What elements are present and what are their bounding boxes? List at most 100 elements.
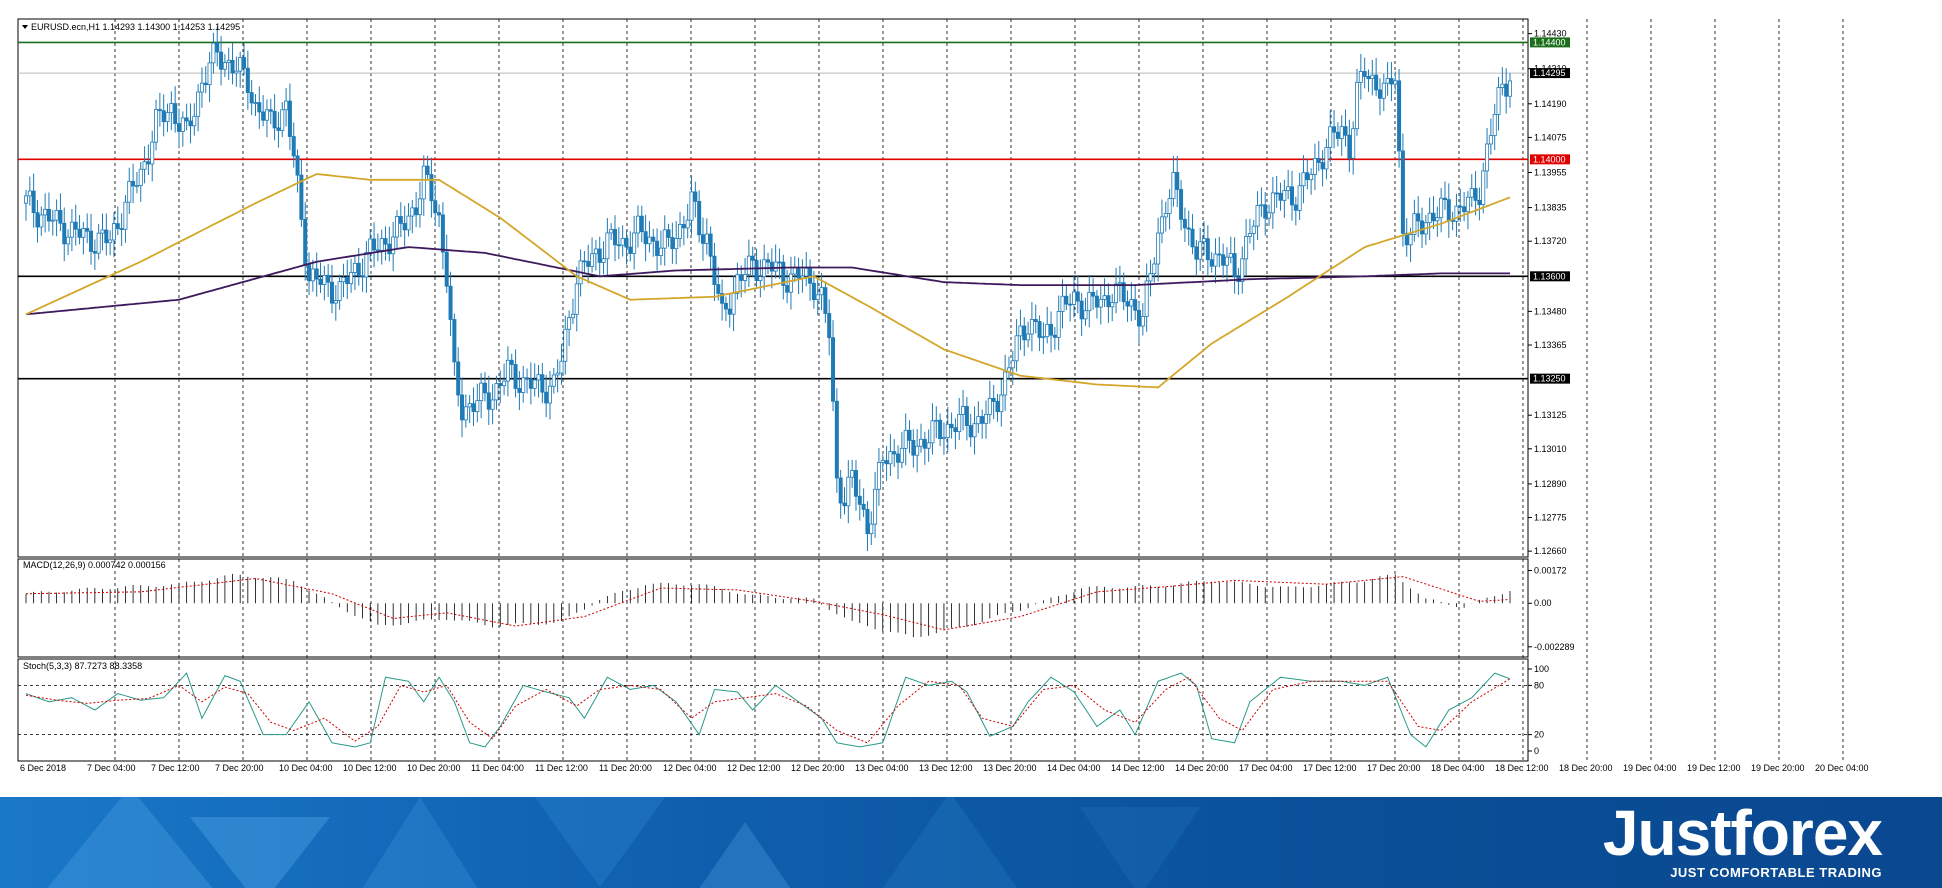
- x-tick-label: 12 Dec 20:00: [791, 763, 845, 773]
- candle-body: [1286, 186, 1291, 191]
- candle-body: [238, 57, 243, 72]
- stoch-panel-header: Stoch(5,3,3) 87.7273 88.3358: [23, 661, 142, 671]
- candle-body: [1316, 157, 1321, 163]
- candle-body: [788, 273, 793, 293]
- candle-body: [1393, 80, 1398, 85]
- candle-body: [372, 238, 377, 251]
- horizontal-levels: [18, 41, 1528, 380]
- candle-body: [1259, 204, 1264, 207]
- candle-body: [173, 103, 178, 124]
- candle-body: [463, 406, 468, 421]
- y-tick-label: 1.13955: [1534, 168, 1567, 178]
- candle-body: [165, 112, 170, 123]
- level-price-label: 1.14400: [1533, 37, 1566, 47]
- candle-body: [219, 51, 224, 70]
- macd-tick-label: 0.00172: [1534, 566, 1567, 576]
- candle-body: [586, 261, 591, 267]
- candle-body: [884, 460, 889, 465]
- candle-body: [999, 394, 1004, 413]
- level-price-label: 1.14295: [1533, 68, 1566, 78]
- symbol-dropdown-icon[interactable]: [22, 25, 28, 29]
- candle-body: [1508, 80, 1513, 97]
- candle-body: [991, 398, 996, 402]
- candle-body: [96, 232, 101, 254]
- candle-body: [735, 274, 740, 294]
- candle-body: [475, 400, 480, 412]
- x-tick-label: 14 Dec 12:00: [1111, 763, 1165, 773]
- candle-body: [329, 281, 334, 304]
- x-tick-label: 14 Dec 04:00: [1047, 763, 1101, 773]
- candle-body: [1458, 205, 1463, 208]
- candle-body: [73, 221, 78, 230]
- candle-body: [108, 239, 113, 244]
- candle-body: [876, 462, 881, 490]
- brand-logo[interactable]: Justforex: [1602, 797, 1883, 869]
- candle-body: [708, 233, 713, 257]
- candle-body: [1152, 263, 1157, 275]
- candle-body: [655, 240, 660, 256]
- level-price-label: 1.13600: [1533, 271, 1566, 281]
- decor-triangle: [40, 797, 220, 888]
- candle-body: [949, 423, 954, 429]
- candle-body: [1098, 298, 1103, 308]
- panel-frame: [17, 18, 1529, 558]
- candle-body: [547, 385, 552, 404]
- candle-body: [643, 231, 648, 245]
- candle-body: [1079, 300, 1084, 320]
- x-tick-label: 7 Dec 04:00: [87, 763, 136, 773]
- candle-body: [567, 317, 572, 330]
- candle-body: [842, 502, 847, 507]
- candle-body: [903, 429, 908, 449]
- candle-body: [544, 391, 549, 404]
- candle-body: [345, 277, 350, 285]
- candle-body: [230, 59, 235, 74]
- candle-body: [131, 180, 136, 187]
- candle-body: [616, 244, 621, 247]
- candle-body: [838, 477, 843, 504]
- candle-body: [92, 251, 97, 254]
- candle-body: [391, 236, 396, 255]
- candle-body: [192, 115, 197, 127]
- candle-body: [1462, 206, 1467, 213]
- x-tick-label: 10 Dec 12:00: [343, 763, 397, 773]
- candle-body: [307, 263, 312, 282]
- candle-body: [827, 313, 832, 339]
- x-tick-label: 11 Dec 04:00: [471, 763, 524, 773]
- y-tick-label: 1.12660: [1534, 546, 1567, 556]
- candle-body: [1198, 241, 1203, 260]
- candle-body: [922, 438, 927, 449]
- candle-body: [1209, 259, 1214, 267]
- brand-footer: Justforex JUST COMFORTABLE TRADING: [0, 797, 1942, 888]
- candle-body: [276, 127, 281, 131]
- candle-body: [1282, 190, 1287, 201]
- candle-body: [1270, 192, 1275, 214]
- candle-body: [387, 243, 392, 255]
- decor-triangle: [690, 822, 800, 888]
- candle-body: [1186, 227, 1191, 230]
- x-tick-label: 10 Dec 04:00: [279, 763, 333, 773]
- candle-body: [1217, 253, 1222, 256]
- candle-body: [1420, 220, 1425, 235]
- candle-body: [811, 282, 816, 301]
- candle-body: [368, 238, 373, 253]
- candle-body: [127, 180, 132, 203]
- candle-body: [1332, 126, 1337, 133]
- candle-body: [272, 110, 277, 129]
- candle-body: [1488, 135, 1493, 145]
- candle-body: [222, 62, 227, 70]
- candle-body: [953, 427, 958, 433]
- candle-body: [750, 255, 755, 261]
- y-tick-label: 1.13010: [1534, 444, 1567, 454]
- candle-body: [31, 190, 36, 213]
- candle-body: [834, 400, 839, 479]
- x-tick-label: 7 Dec 20:00: [215, 763, 264, 773]
- x-tick-label: 17 Dec 20:00: [1367, 763, 1421, 773]
- candle-body: [1324, 147, 1329, 170]
- candle-body: [196, 91, 201, 117]
- candle-body: [1026, 333, 1031, 341]
- x-tick-label: 13 Dec 12:00: [919, 763, 973, 773]
- candle-body: [1049, 323, 1054, 336]
- candle-body: [769, 261, 774, 272]
- panel-frame: [17, 658, 1529, 762]
- candle-body: [448, 285, 453, 320]
